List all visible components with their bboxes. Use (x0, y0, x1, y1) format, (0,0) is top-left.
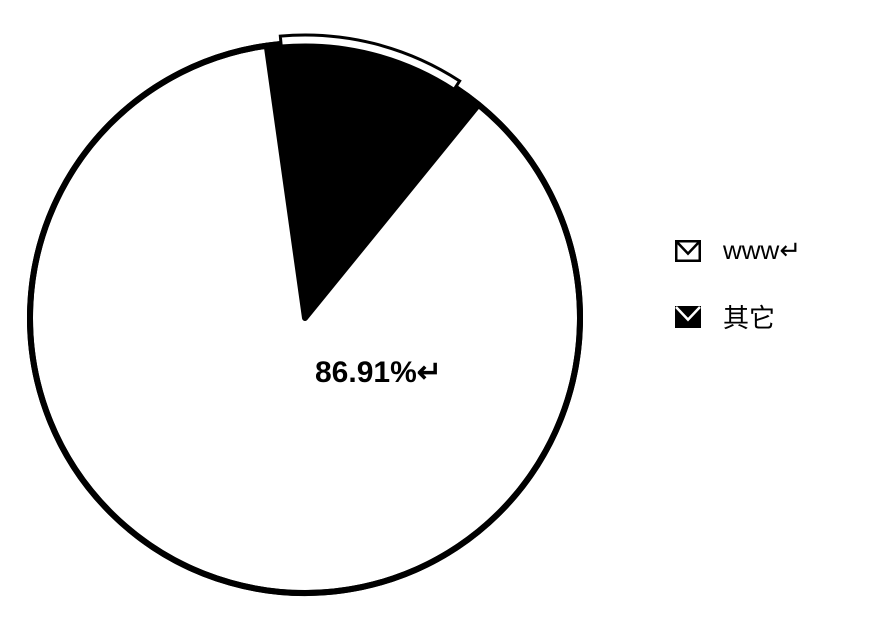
legend-item-1: 其它 (675, 298, 801, 335)
slice-value-label: 86.91%↵ (315, 355, 442, 390)
chart-container: 86.91%↵ www↵ 其它 (0, 0, 873, 631)
legend-swatch-icon (675, 240, 701, 262)
legend-label: www↵ (723, 235, 801, 266)
legend-label: 其它 (723, 298, 775, 335)
legend-item-0: www↵ (675, 235, 801, 266)
legend: www↵ 其它 (675, 235, 801, 367)
legend-swatch-icon (675, 306, 701, 328)
